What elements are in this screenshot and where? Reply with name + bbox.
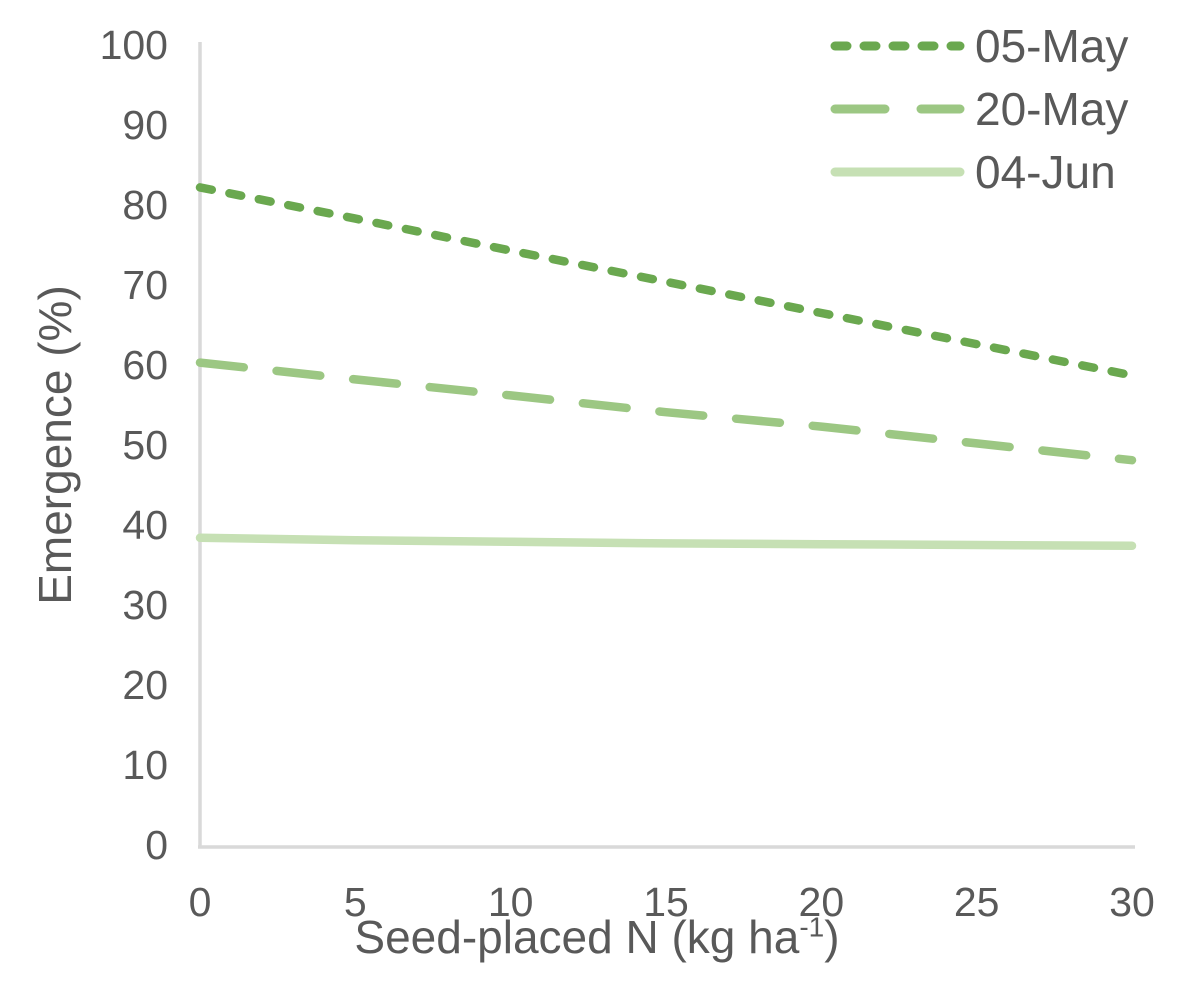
y-tick-label-70: 70 xyxy=(122,262,168,308)
legend-label: 04-Jun xyxy=(975,145,1116,198)
legend-item-04-jun: 04-Jun xyxy=(830,140,1128,203)
legend-line-sample-short-dash xyxy=(830,41,965,50)
y-tick-label-50: 50 xyxy=(122,422,168,468)
y-tick-label-40: 40 xyxy=(122,502,168,548)
y-tick-label-80: 80 xyxy=(122,182,168,228)
y-tick-label-90: 90 xyxy=(122,102,168,148)
x-tick-label-15: 15 xyxy=(643,879,689,925)
x-tick-label-30: 30 xyxy=(1109,879,1155,925)
legend: 05-May 20-May 04-Jun xyxy=(830,14,1128,203)
y-tick-label-0: 0 xyxy=(145,822,168,868)
series-line-04-jun xyxy=(195,533,1137,551)
series-line-20-may xyxy=(195,358,1137,465)
x-tick-label-5: 5 xyxy=(343,879,367,925)
x-tick-label-0: 0 xyxy=(188,879,212,925)
x-axis-title-close-paren: ) xyxy=(824,911,840,963)
x-tick-label-20: 20 xyxy=(798,879,845,925)
y-tick-label-100: 100 xyxy=(99,22,168,68)
x-axis-title-superscript: -1 xyxy=(799,911,825,943)
legend-label: 05-May xyxy=(975,19,1129,72)
y-tick-label-30: 30 xyxy=(122,582,168,628)
legend-label: 20-May xyxy=(975,82,1129,135)
legend-line-sample-long-dash xyxy=(830,104,965,113)
x-axis-title-text: Seed-placed N (kg ha xyxy=(354,911,800,963)
legend-item-20-may: 20-May xyxy=(830,77,1128,140)
x-tick-label-25: 25 xyxy=(953,879,1000,925)
y-tick-label-10: 10 xyxy=(122,742,168,788)
series-line-05-may xyxy=(195,183,1137,380)
y-tick-label-60: 60 xyxy=(122,342,168,388)
legend-line-sample-solid xyxy=(830,167,965,176)
x-tick-label-10: 10 xyxy=(487,879,534,925)
legend-item-05-may: 05-May xyxy=(830,14,1128,77)
y-tick-label-20: 20 xyxy=(122,662,168,708)
x-axis-title: Seed-placed N (kg ha-1) xyxy=(297,910,897,964)
